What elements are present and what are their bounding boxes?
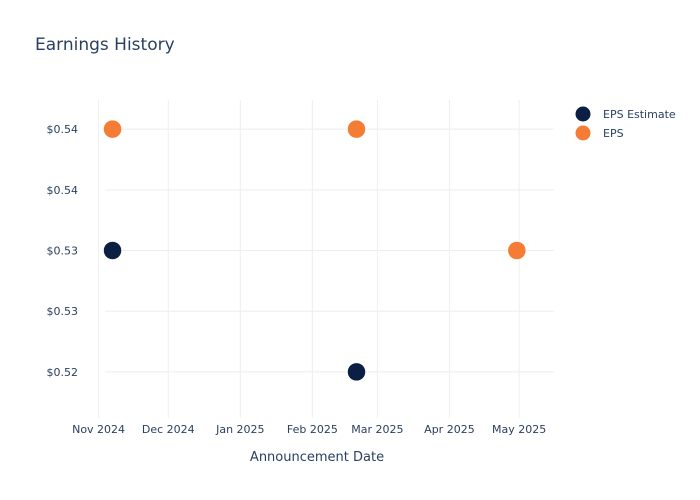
x-tick-label: Nov 2024 — [72, 423, 125, 436]
y-tick-label: $0.54 — [47, 123, 79, 136]
data-point-eps — [103, 119, 122, 139]
y-tick-label: $0.53 — [47, 245, 79, 258]
x-tick-label: Mar 2025 — [351, 423, 403, 436]
chart-title: Earnings History — [35, 35, 175, 55]
y-tick-label: $0.52 — [47, 366, 79, 379]
data-point-eps — [507, 241, 527, 260]
legend: EPS Estimate EPS — [575, 106, 676, 141]
legend-marker — [575, 106, 591, 122]
data-points — [103, 119, 527, 382]
x-axis-title: Announcement Date — [250, 450, 384, 465]
y-tick-label: $0.54 — [47, 184, 79, 197]
x-tick-label: Apr 2025 — [424, 423, 475, 436]
x-tick-label: Dec 2024 — [142, 423, 195, 436]
x-tick-label: Feb 2025 — [287, 423, 338, 436]
y-axis-ticks: $0.52 $0.53 $0.53 $0.54 $0.54 — [47, 123, 79, 379]
x-tick-label: Jan 2025 — [215, 423, 264, 436]
x-tick-label: May 2025 — [492, 423, 546, 436]
y-tick-label: $0.53 — [47, 305, 79, 318]
legend-label: EPS Estimate — [603, 108, 676, 121]
legend-label: EPS — [603, 127, 624, 140]
data-point-eps-estimate — [103, 241, 122, 260]
data-point-eps-estimate — [347, 362, 366, 382]
x-axis-ticks: Nov 2024 Dec 2024 Jan 2025 Feb 2025 Mar 2025… — [72, 423, 546, 436]
grid — [98, 100, 554, 418]
legend-marker — [575, 125, 591, 141]
data-point-eps — [347, 119, 366, 139]
